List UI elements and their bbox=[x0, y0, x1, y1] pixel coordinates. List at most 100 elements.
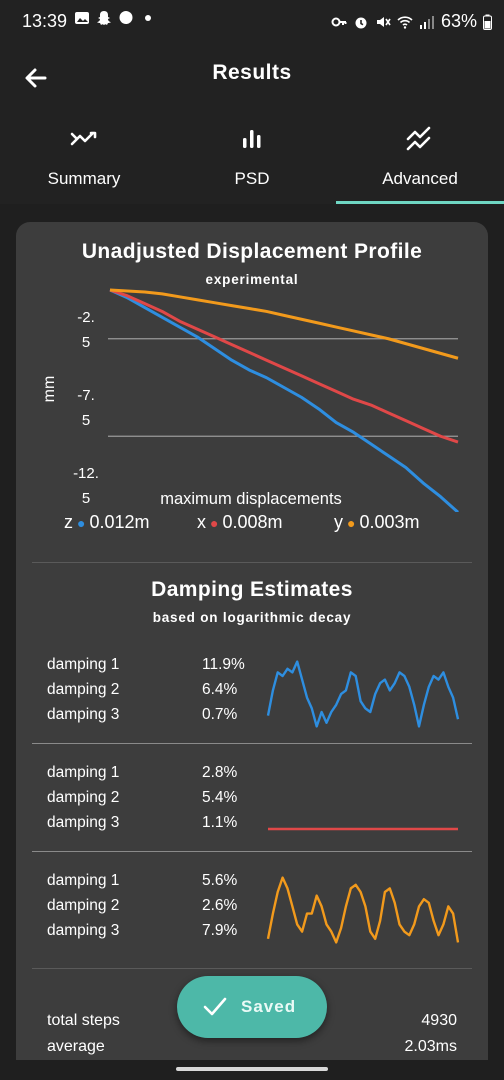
max-z-axis: z bbox=[64, 512, 73, 532]
damping-value: 6.4% bbox=[202, 681, 238, 698]
damping-title: Damping Estimates bbox=[151, 578, 353, 601]
y-axis-label: mm bbox=[41, 376, 58, 403]
gallery-icon bbox=[75, 12, 89, 24]
snapchat-icon bbox=[97, 11, 111, 25]
stat-row: average 2.03ms bbox=[47, 1038, 457, 1062]
series-line-x bbox=[109, 288, 459, 444]
stat-value: 2.03ms bbox=[404, 1038, 457, 1055]
damping-row: damping 3 7.9% bbox=[47, 922, 247, 940]
damping-label: damping 3 bbox=[47, 706, 120, 723]
group-divider bbox=[32, 743, 472, 744]
damping-row: damping 2 5.4% bbox=[47, 789, 247, 807]
results-card[interactable]: Unadjusted Displacement Profile experime… bbox=[16, 222, 488, 1080]
damping-row: damping 1 11.9% bbox=[47, 656, 247, 674]
tab-bar: Summary PSD Advanced bbox=[0, 118, 504, 204]
group-divider bbox=[32, 851, 472, 852]
toast-label: Saved bbox=[241, 997, 297, 1016]
damping-value: 5.4% bbox=[202, 789, 238, 806]
saved-toast[interactable]: Saved bbox=[177, 976, 327, 1038]
y-dot-icon: ● bbox=[347, 515, 356, 532]
damping-value: 7.9% bbox=[202, 922, 238, 939]
y-tick-label: -2. 5 bbox=[77, 309, 95, 351]
max-z-value: 0.012m bbox=[89, 512, 150, 532]
damping-label: damping 3 bbox=[47, 814, 120, 831]
tab-psd-label: PSD bbox=[234, 169, 270, 188]
home-gesture-handle[interactable] bbox=[176, 1067, 328, 1071]
max-y-axis: y bbox=[334, 512, 343, 532]
page-title: Results bbox=[212, 61, 292, 84]
damping-value: 2.6% bbox=[202, 897, 238, 914]
key-icon bbox=[331, 17, 347, 26]
damping-group-y: damping 1 5.6% damping 2 2.6% damping 3 7.9… bbox=[16, 866, 488, 966]
series-line-y bbox=[109, 288, 459, 360]
notification-icons bbox=[74, 10, 156, 26]
wifi-icon bbox=[397, 15, 413, 29]
damping-group-z: damping 1 11.9% damping 2 6.4% damping 3 0.… bbox=[16, 650, 488, 750]
mute-icon bbox=[376, 16, 391, 27]
stat-label: average bbox=[47, 1038, 105, 1055]
x-dot-icon: ● bbox=[210, 515, 219, 532]
displacement-chart: -2. 5 -7. 5 -12. 5 mm maximum displacements bbox=[41, 288, 460, 512]
status-bar: 13:39 63% bbox=[0, 0, 504, 44]
tab-selected-indicator bbox=[336, 201, 504, 204]
status-time: 13:39 bbox=[22, 11, 68, 31]
profile-subtitle: experimental bbox=[205, 272, 299, 287]
damping-row: damping 3 0.7% bbox=[47, 706, 247, 724]
messenger-icon bbox=[119, 11, 133, 24]
y-tick-label: -7. 5 bbox=[77, 387, 95, 429]
max-y-value: 0.003m bbox=[359, 512, 420, 532]
damping-label: damping 1 bbox=[47, 764, 120, 781]
damping-row: damping 1 2.8% bbox=[47, 764, 247, 782]
damping-signal-line bbox=[266, 876, 460, 944]
damping-signal-z bbox=[266, 660, 460, 728]
max-x-axis: x bbox=[197, 512, 206, 532]
damping-label: damping 1 bbox=[47, 872, 120, 889]
damping-row: damping 2 2.6% bbox=[47, 897, 247, 915]
damping-row: damping 3 1.1% bbox=[47, 814, 247, 832]
double-trend-icon bbox=[406, 126, 431, 151]
damping-signal-x bbox=[268, 827, 458, 831]
trending-icon bbox=[70, 131, 97, 146]
damping-label: damping 2 bbox=[47, 897, 120, 914]
damping-label: damping 2 bbox=[47, 789, 120, 806]
app-bar: Results Summary PSD Advanced bbox=[0, 44, 504, 204]
tab-summary[interactable]: Summary bbox=[0, 118, 168, 204]
section-divider bbox=[32, 968, 472, 969]
navigation-bar bbox=[0, 1060, 504, 1080]
max-x-value: 0.008m bbox=[222, 512, 283, 532]
y-tick-label: -12. 5 bbox=[73, 465, 99, 507]
max-displacement-label: maximum displacements bbox=[160, 490, 342, 508]
tab-summary-label: Summary bbox=[47, 169, 121, 188]
section-divider bbox=[32, 562, 472, 563]
max-y: y ● 0.003m bbox=[334, 512, 420, 533]
max-x: x ● 0.008m bbox=[197, 512, 283, 533]
tab-advanced-label: Advanced bbox=[382, 169, 458, 188]
damping-label: damping 1 bbox=[47, 656, 120, 673]
damping-label: damping 2 bbox=[47, 681, 120, 698]
bar-chart-icon bbox=[243, 130, 261, 148]
dot-icon bbox=[145, 15, 151, 21]
damping-signal-line bbox=[266, 660, 460, 728]
max-z: z ● 0.012m bbox=[64, 512, 150, 533]
battery-icon bbox=[483, 14, 492, 30]
damping-subtitle: based on logarithmic decay bbox=[152, 610, 352, 625]
damping-row: damping 1 5.6% bbox=[47, 872, 247, 890]
check-icon bbox=[203, 997, 227, 1016]
stat-value: 4930 bbox=[421, 1012, 457, 1029]
stat-label: total steps bbox=[47, 1012, 120, 1029]
damping-value: 11.9% bbox=[202, 656, 245, 673]
alarm-icon bbox=[355, 17, 367, 28]
tab-advanced[interactable]: Advanced bbox=[336, 118, 504, 204]
battery-percent: 63% bbox=[440, 11, 477, 31]
tab-psd[interactable]: PSD bbox=[168, 118, 336, 204]
z-dot-icon: ● bbox=[77, 515, 86, 532]
system-icons: 63% bbox=[331, 11, 492, 32]
damping-value: 1.1% bbox=[202, 814, 238, 831]
damping-value: 0.7% bbox=[202, 706, 238, 723]
damping-label: damping 3 bbox=[47, 922, 120, 939]
arrow-back-icon[interactable] bbox=[18, 60, 54, 96]
profile-title: Unadjusted Displacement Profile bbox=[81, 240, 423, 263]
stat-row: total steps 4930 bbox=[47, 1012, 457, 1036]
damping-row: damping 2 6.4% bbox=[47, 681, 247, 699]
series-line-z bbox=[109, 288, 460, 512]
